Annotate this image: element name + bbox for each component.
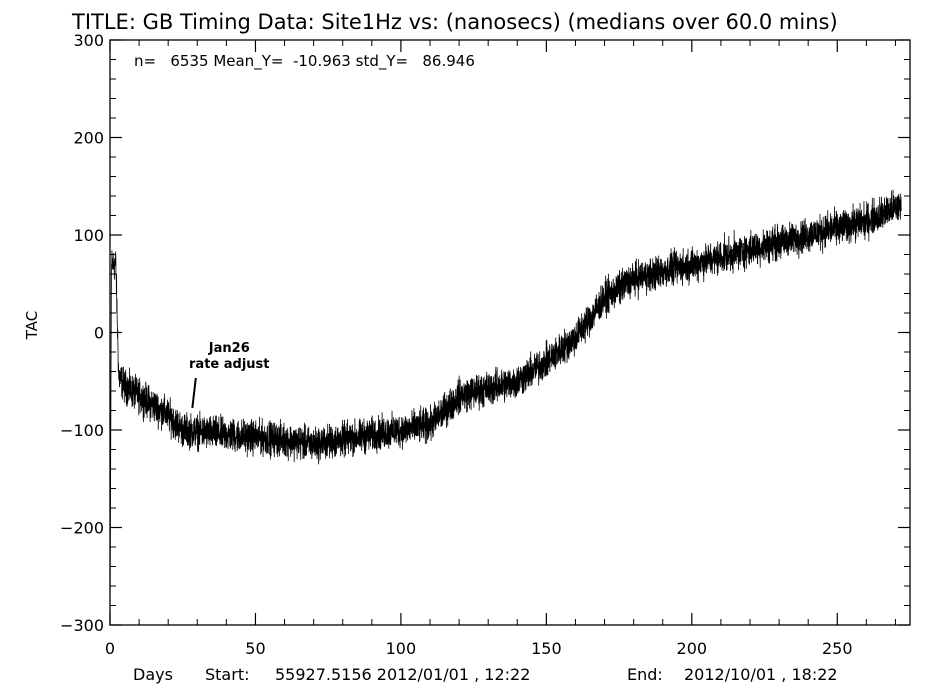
x-axis-label: Days [133, 665, 173, 684]
y-axis-label: TAC [23, 311, 41, 340]
annotation-text: rate adjust [189, 357, 269, 372]
x-tick-label: 50 [245, 639, 265, 658]
chart-title: TITLE: GB Timing Data: Site1Hz vs: (nano… [71, 10, 838, 34]
y-tick-label: 200 [73, 129, 104, 148]
start-value: 55927.5156 2012/01/01 , 12:22 [275, 665, 530, 684]
x-tick-label: 150 [531, 639, 562, 658]
y-tick-label: −100 [60, 421, 104, 440]
x-tick-label: 200 [677, 639, 708, 658]
stats-label: n= 6535 Mean_Y= -10.963 std_Y= 86.946 [134, 52, 475, 71]
series-line [109, 189, 902, 626]
y-tick-label: −300 [60, 616, 104, 635]
y-tick-label: −200 [60, 519, 104, 538]
x-tick-label: 0 [105, 639, 115, 658]
y-tick-label: 300 [73, 31, 104, 50]
y-tick-label: 0 [94, 324, 104, 343]
end-value: 2012/10/01 , 18:22 [684, 665, 838, 684]
x-tick-label: 100 [386, 639, 417, 658]
end-label: End: [627, 665, 663, 684]
y-axis-ticks: 300 200 100 0 −100 −200 −300 [60, 31, 910, 635]
annotation-text: Jan26 [208, 341, 250, 356]
y-tick-label: 100 [73, 226, 104, 245]
annotation-pointer [191, 377, 197, 409]
start-label: Start: [205, 665, 249, 684]
x-tick-label: 250 [822, 639, 853, 658]
data-series [109, 189, 902, 626]
